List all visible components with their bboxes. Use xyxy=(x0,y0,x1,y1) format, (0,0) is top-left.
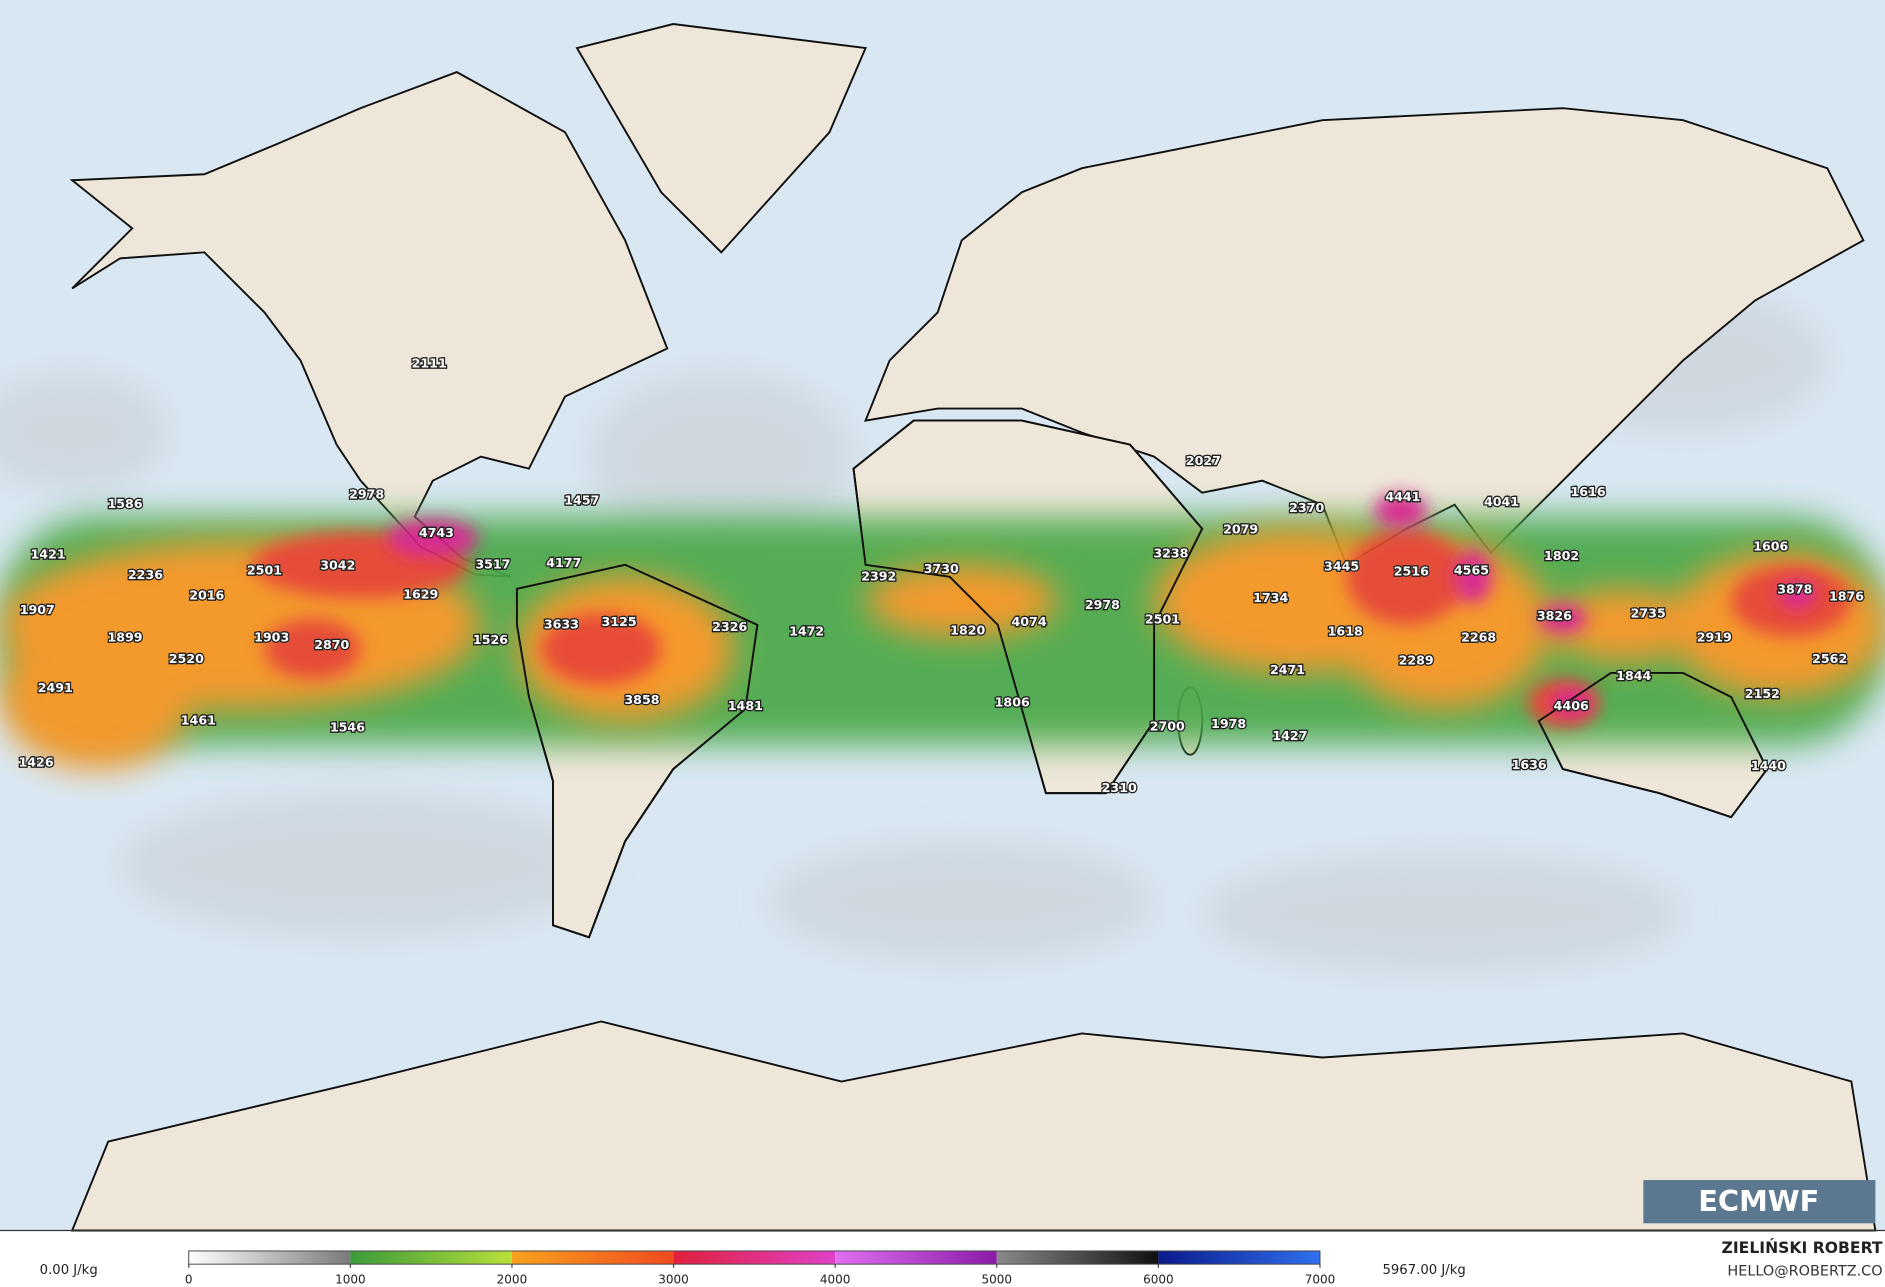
logo: ECMWF xyxy=(1643,1180,1876,1224)
colorbar-segment xyxy=(350,1250,512,1265)
cape-label: 1978 xyxy=(1211,716,1246,731)
value-labels: 2111 2978 1586 1457 4743 1421 2236 2501 3042 3517… xyxy=(17,354,1865,796)
cape-label: 4743 xyxy=(419,525,454,540)
cape-label: 2520 xyxy=(169,651,204,666)
colorbar-segment xyxy=(188,1250,351,1265)
colorbar-tick-label: 6000 xyxy=(1143,1272,1174,1286)
cape-label: 1629 xyxy=(403,586,438,601)
cape-label: 1606 xyxy=(1753,538,1788,553)
cape-label: 2289 xyxy=(1399,652,1434,667)
cape-label: 2471 xyxy=(1270,662,1305,677)
cape-label: 2310 xyxy=(1102,780,1137,795)
cape-label: 3238 xyxy=(1153,545,1188,560)
cape-label: 1636 xyxy=(1512,757,1547,772)
colorbar: 0 1000 2000 3000 4000 5000 6000 7000 xyxy=(185,1250,1336,1286)
colorbar-tick-label: 5000 xyxy=(981,1272,1012,1286)
cape-label: 2152 xyxy=(1745,686,1780,701)
colorbar-segment xyxy=(673,1250,836,1265)
colorbar-tick-label: 4000 xyxy=(820,1272,851,1286)
cape-label: 3445 xyxy=(1324,559,1359,574)
cape-label: 2079 xyxy=(1223,521,1258,536)
cape-field xyxy=(0,493,1885,770)
cape-label: 4074 xyxy=(1011,614,1046,629)
cape-label: 3730 xyxy=(924,561,959,576)
cape-label: 2501 xyxy=(1145,612,1180,627)
cape-label: 1461 xyxy=(181,713,216,728)
colorbar-frame xyxy=(188,1250,1321,1265)
cape-label: 2516 xyxy=(1394,564,1429,579)
credit-email: HELLO@ROBERTZ.CO xyxy=(1727,1263,1882,1279)
cape-label: 4565 xyxy=(1454,562,1489,577)
cape-label: 3858 xyxy=(624,692,659,707)
cape-label: 2326 xyxy=(712,619,747,634)
cape-label: 1440 xyxy=(1751,758,1786,773)
cape-label: 2978 xyxy=(1085,597,1120,612)
cape-label: 4406 xyxy=(1554,698,1589,713)
colorbar-segment xyxy=(511,1250,674,1265)
cape-label: 3878 xyxy=(1777,582,1812,597)
cape-label: 2027 xyxy=(1186,453,1221,468)
cape-label: 2370 xyxy=(1289,500,1324,515)
cape-label: 2491 xyxy=(38,680,73,695)
colorbar-tick-label: 1000 xyxy=(335,1272,366,1286)
logo-box xyxy=(1643,1180,1876,1224)
cape-label: 3826 xyxy=(1537,608,1572,623)
cape-label: 1876 xyxy=(1829,589,1864,604)
cape-label: 1844 xyxy=(1616,668,1651,683)
colorbar-segment xyxy=(996,1250,1159,1265)
cape-label: 2268 xyxy=(1461,630,1496,645)
cape-label: 1616 xyxy=(1571,484,1606,499)
cape-label: 1618 xyxy=(1328,624,1363,639)
cape-label: 2016 xyxy=(189,588,224,603)
cape-label: 1806 xyxy=(995,694,1030,709)
cape-label: 1457 xyxy=(564,493,599,508)
cape-label: 2392 xyxy=(861,568,896,583)
cape-label: 2919 xyxy=(1697,630,1732,645)
cape-label: 3517 xyxy=(475,556,510,571)
colorbar-segment xyxy=(1158,1250,1320,1265)
cape-label: 2978 xyxy=(349,487,384,502)
cape-label: 1472 xyxy=(789,624,824,639)
cape-label: 1903 xyxy=(254,630,289,645)
cape-label: 2700 xyxy=(1150,719,1185,734)
colorbar-tick-label: 7000 xyxy=(1305,1272,1336,1286)
credit-name: ZIELIŃSKI ROBERT xyxy=(1722,1238,1883,1257)
cape-label: 2501 xyxy=(247,562,282,577)
cape-label: 1734 xyxy=(1253,590,1288,605)
cape-label: 2236 xyxy=(128,567,163,582)
cape-label: 1586 xyxy=(107,496,142,511)
cape-label: 1546 xyxy=(330,720,365,735)
cape-label: 1421 xyxy=(31,547,66,562)
cape-label: 3633 xyxy=(544,616,579,631)
coastlines xyxy=(515,419,1769,939)
cape-label: 3042 xyxy=(320,557,355,572)
cape-label: 1802 xyxy=(1544,548,1579,563)
cape-label: 4177 xyxy=(546,555,581,570)
cape-label: 4441 xyxy=(1385,489,1420,504)
colorbar-tick-label: 3000 xyxy=(658,1272,689,1286)
colorbar-min: 0.00 J/kg xyxy=(40,1263,98,1278)
cape-label: 1427 xyxy=(1272,728,1307,743)
cape-label: 2111 xyxy=(412,356,447,371)
cape-label: 2735 xyxy=(1631,606,1666,621)
cape-label: 1899 xyxy=(107,630,142,645)
logo-text: ECMWF xyxy=(1698,1184,1819,1218)
cape-label: 1426 xyxy=(19,755,54,770)
cape-label: 4041 xyxy=(1484,494,1519,509)
colorbar-tick-label: 0 xyxy=(185,1272,193,1286)
colorbar-tick-label: 2000 xyxy=(497,1272,528,1286)
colorbar-max: 5967.00 J/kg xyxy=(1382,1263,1465,1278)
cape-label: 1907 xyxy=(20,602,55,617)
cape-label: 1481 xyxy=(728,698,763,713)
cape-label: 1526 xyxy=(473,632,508,647)
cape-label: 2870 xyxy=(314,637,349,652)
cape-label: 3125 xyxy=(602,614,637,629)
cape-label: 2562 xyxy=(1812,651,1847,666)
colorbar-segment xyxy=(835,1250,997,1265)
cape-label: 1820 xyxy=(950,622,985,637)
